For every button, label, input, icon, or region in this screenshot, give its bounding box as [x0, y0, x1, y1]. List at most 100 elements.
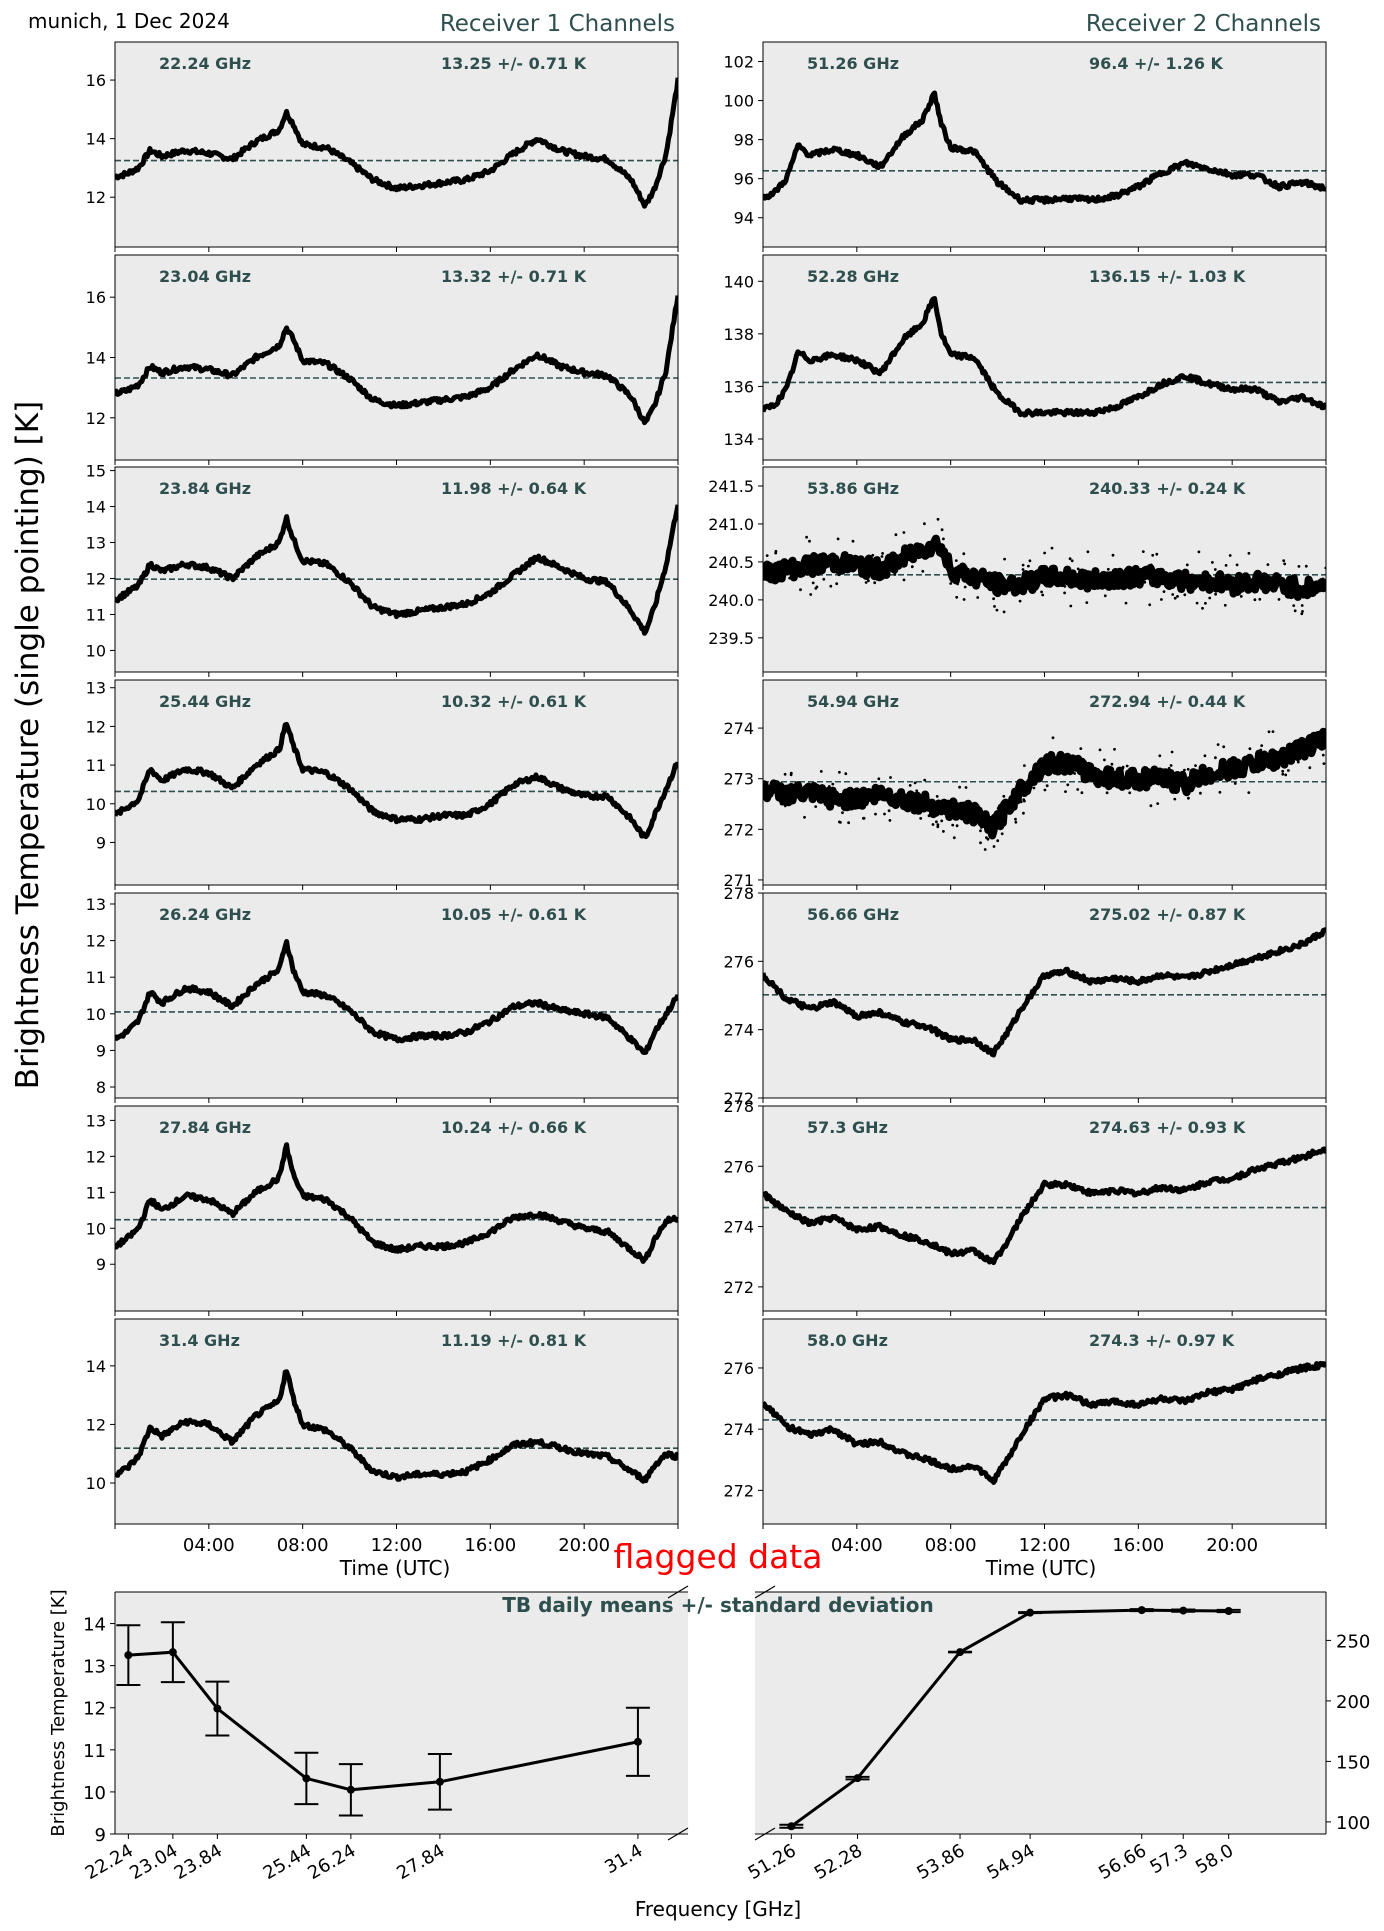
y-tick-label: 272 [723, 1481, 754, 1500]
scatter-point [1266, 563, 1270, 566]
scatter-point [827, 555, 831, 558]
scatter-point [1045, 784, 1049, 788]
y-tick-label: 16 [86, 71, 106, 90]
scatter-point [1014, 817, 1017, 821]
scatter-point [1054, 568, 1058, 572]
channel-label: 23.84 GHz [159, 479, 251, 498]
stats-label: 10.05 +/- 0.61 K [441, 905, 587, 924]
scatter-point [903, 805, 906, 808]
stats-label: 272.94 +/- 0.44 K [1089, 692, 1246, 711]
channel-panel: 9 10 11 12 13 27.84 GHz 10.24 +/- 0.66 K [86, 1105, 679, 1316]
channel-panel: 12 14 16 22.24 GHz 13.25 +/- 0.71 K [86, 41, 679, 252]
channel-panel: 8 9 10 11 12 13 26.24 GHz 10.05 +/- 0.61 K [86, 892, 679, 1103]
scatter-point [1192, 786, 1196, 789]
scatter-point [828, 794, 832, 798]
scatter-point [1204, 601, 1207, 605]
scatter-point [1002, 794, 1006, 798]
scatter-point [874, 812, 877, 816]
scatter-point [1070, 559, 1074, 563]
scatter-point [803, 815, 806, 819]
scatter-point [1028, 579, 1031, 583]
scatter-point [1110, 762, 1114, 766]
y-tick-label: 278 [723, 1097, 754, 1116]
y-tick-label: 10 [83, 1783, 106, 1804]
scatter-point [1206, 584, 1210, 588]
scatter-point [1063, 585, 1067, 588]
series-line-core [115, 77, 678, 209]
scatter-point [931, 823, 935, 826]
scatter-point [860, 797, 863, 800]
y-tick-label: 9 [96, 833, 106, 852]
scatter-point [871, 553, 875, 557]
scatter-point [862, 816, 866, 820]
scatter-point [919, 817, 923, 820]
scatter-point [1236, 764, 1240, 767]
scatter-point [1091, 575, 1095, 579]
stats-label: 136.15 +/- 1.03 K [1089, 267, 1246, 286]
scatter-point [847, 821, 850, 825]
scatter-point [940, 528, 944, 532]
location-date-label: munich, 1 Dec 2024 [28, 9, 230, 33]
scatter-point [1080, 791, 1084, 795]
plot-area [115, 1369, 678, 1484]
series-line-core [763, 297, 1326, 417]
scatter-point [1282, 559, 1286, 563]
x-tick-label: 20:00 [1206, 1535, 1258, 1556]
y-tick-label: 241.0 [708, 515, 754, 534]
scatter-point [955, 824, 959, 828]
scatter-point [1173, 596, 1177, 600]
stats-label: 240.33 +/- 0.24 K [1089, 479, 1246, 498]
stats-label: 13.32 +/- 0.71 K [441, 267, 587, 286]
scatter-point [1151, 553, 1155, 557]
x-axis-label-receiver1: Time (UTC) [339, 1556, 451, 1580]
y-tick-label: 136 [723, 377, 754, 396]
scatter-point [1183, 768, 1186, 772]
scatter-point [841, 811, 844, 815]
y-tick-label: 250 [1336, 1631, 1370, 1652]
y-tick-label: 10 [86, 795, 106, 814]
scatter-point [1219, 767, 1223, 771]
scatter-point [956, 582, 959, 586]
scatter-point [1176, 595, 1179, 598]
y-tick-label: 13 [83, 1657, 106, 1678]
scatter-point [1233, 782, 1237, 785]
scatter-point [1301, 610, 1304, 613]
scatter-point [776, 560, 780, 564]
series-line-core [763, 1146, 1326, 1265]
channel-label: 23.04 GHz [159, 267, 251, 286]
scatter-point [788, 576, 791, 580]
scatter-point [829, 584, 833, 588]
y-tick-label: 11 [86, 968, 106, 987]
scatter-point [1167, 766, 1171, 770]
scatter-point [783, 772, 787, 776]
scatter-point [923, 522, 926, 526]
scatter-point [1295, 753, 1299, 757]
scatter-point [838, 820, 841, 824]
scatter-point [992, 597, 995, 601]
scatter-point [1156, 802, 1160, 805]
scatter-point [1300, 604, 1304, 607]
plot-area [115, 939, 678, 1055]
scatter-point [836, 537, 840, 541]
scatter-point [1075, 757, 1078, 761]
channel-label: 58.0 GHz [807, 1331, 888, 1350]
series-line-core [115, 295, 678, 425]
scatter-point [963, 585, 967, 589]
scatter-point [1022, 798, 1026, 801]
stats-label: 275.02 +/- 0.87 K [1089, 905, 1246, 924]
scatter-point [1308, 766, 1312, 770]
scatter-point [966, 567, 970, 571]
scatter-point [1235, 586, 1239, 590]
scatter-point [995, 608, 999, 612]
scatter-point [1184, 578, 1187, 582]
scatter-point [1113, 747, 1116, 751]
y-tick-label: 11 [86, 1183, 106, 1202]
scatter-point [1005, 587, 1008, 591]
scatter-point [1063, 591, 1066, 595]
scatter-point [1189, 774, 1193, 778]
scatter-point [951, 823, 955, 827]
scatter-point [1033, 771, 1036, 774]
scatter-point [1073, 772, 1076, 775]
scatter-point [1036, 760, 1040, 763]
